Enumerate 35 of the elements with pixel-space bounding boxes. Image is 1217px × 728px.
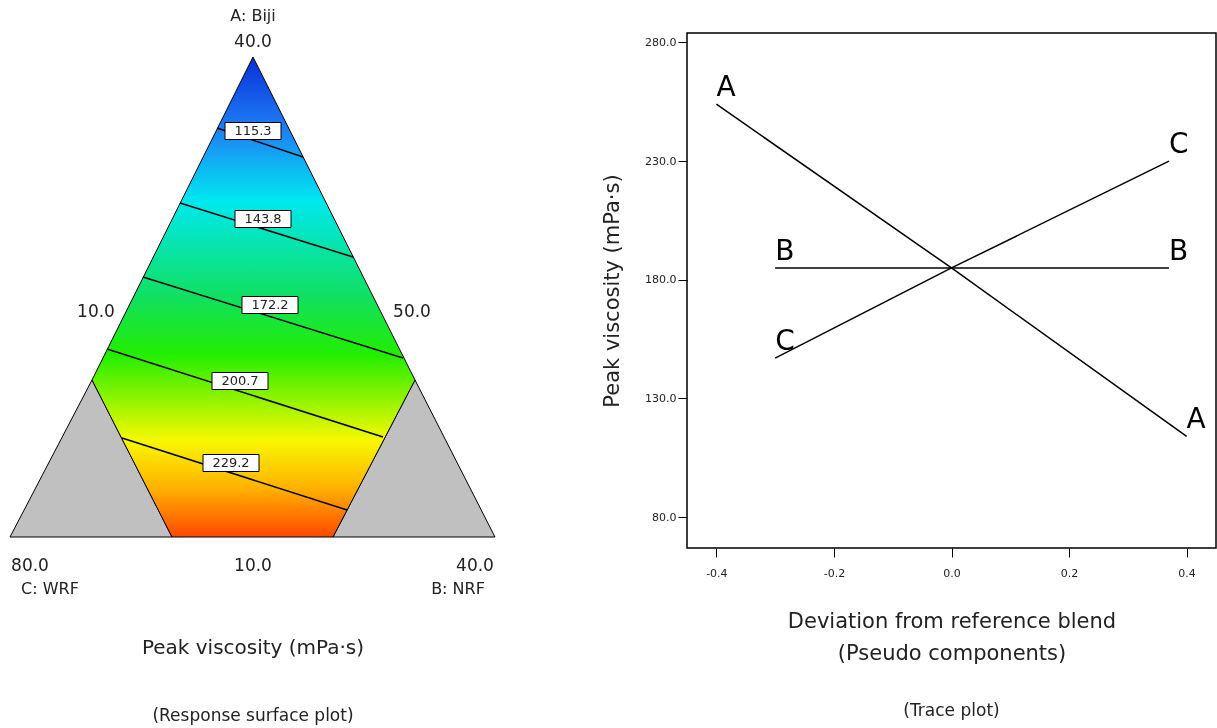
text: B: NRF (431, 579, 485, 598)
text: C (1168, 127, 1189, 161)
y-tick-label: 130.0 (645, 391, 677, 405)
text: 50.0 (393, 301, 431, 321)
x-tick-label: -0.2 (823, 566, 846, 580)
y-tick-label: 230.0 (645, 154, 677, 168)
text: A: Biji (230, 6, 276, 25)
text: A (716, 70, 736, 104)
text: 200.7 (221, 373, 259, 388)
y-tick-label: 280.0 (645, 35, 677, 49)
text: 115.3 (234, 123, 272, 138)
y-axis-title: Peak viscosity (mPa·s) (600, 174, 625, 408)
text: Peak viscosity (mPa·s) (141, 635, 365, 659)
series-label: B (775, 233, 795, 267)
series-label: A (1186, 402, 1206, 436)
text: 143.8 (244, 211, 282, 226)
text: 10.0 (77, 301, 115, 321)
y-tick-label: 80.0 (652, 510, 677, 524)
text: 229.2 (212, 455, 250, 470)
text: 172.2 (251, 297, 289, 312)
text: C: WRF (21, 579, 79, 598)
series-label: C (775, 324, 795, 358)
text: 10.0 (234, 555, 272, 575)
x-axis-title: Deviation from reference blend (Pseudo components) (787, 608, 1117, 665)
text: B (1168, 233, 1189, 267)
text: (Trace plot) (903, 700, 1000, 720)
x-tick-label: -0.4 (706, 566, 728, 580)
text: 40.0 (234, 31, 272, 51)
text: 40.0 (456, 555, 494, 575)
y-tick-label: 180.0 (645, 273, 677, 287)
text: 80.0 (11, 555, 49, 575)
x-tick-label: 0.4 (1178, 566, 1196, 580)
x-tick-label: 0.0 (943, 566, 961, 580)
x-tick-label: 0.2 (1060, 566, 1079, 580)
text: (Response surface plot) (152, 705, 354, 725)
